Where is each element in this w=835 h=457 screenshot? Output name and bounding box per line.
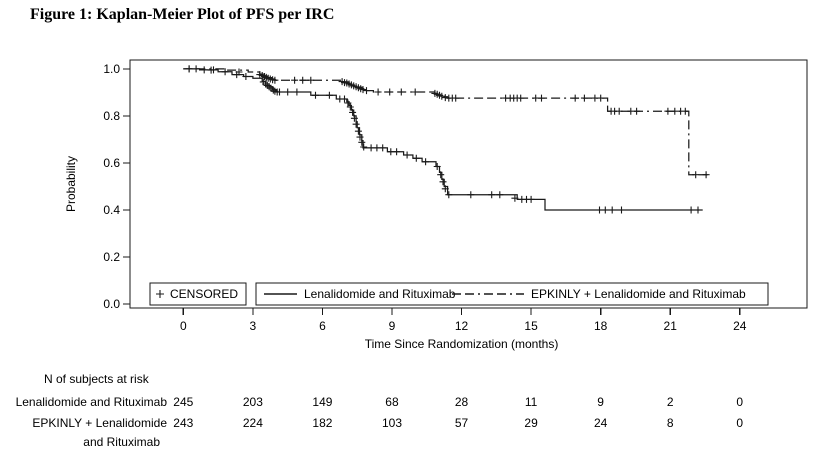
x-tick-label: 9 [389,319,396,333]
legend-series-2-label: EPKINLY + Lenalidomide and Rituximab [531,287,746,301]
risk-row-1-count: 9 [597,395,604,409]
risk-row-2-count: 103 [382,416,402,430]
y-tick-label: 0.8 [103,109,120,123]
x-tick-label: 21 [664,319,678,333]
risk-row-2-count: 224 [243,416,263,430]
x-tick-label: 6 [319,319,326,333]
x-tick-label: 0 [180,319,187,333]
y-tick-label: 1.0 [103,62,120,76]
x-tick-label: 24 [733,319,747,333]
y-tick-label: 0.2 [103,250,120,264]
risk-row-1-count: 149 [312,395,332,409]
risk-row-2-label: EPKINLY + Lenalidomide [32,416,167,430]
km-curve-epkinly-lenalidomide-and-rituximab [183,68,710,176]
y-tick-label: 0.6 [103,156,120,170]
risk-table-header: N of subjects at risk [44,372,150,386]
risk-row-1-count: 11 [525,395,538,409]
risk-row-2-count: 243 [173,416,193,430]
y-tick-label: 0.0 [103,297,120,311]
risk-row-1-count: 245 [173,395,193,409]
censor-marks-epkinly-lenalidomide-and-rituximab [185,65,710,179]
risk-row-1-count: 203 [243,395,263,409]
risk-row-2-count: 0 [736,416,743,430]
risk-row-2-count: 8 [667,416,674,430]
x-tick-label: 15 [524,319,538,333]
censor-plus-icon [156,290,164,298]
risk-row-2-count: 182 [312,416,332,430]
risk-row-1-count: 0 [736,395,743,409]
figure-title: Figure 1: Kaplan-Meier Plot of PFS per I… [30,6,335,23]
risk-row-2-label: and Rituximab [83,435,160,449]
x-tick-label: 18 [594,319,608,333]
risk-row-2-count: 29 [524,416,538,430]
censor-marks-lenalidomide-and-rituximab [185,65,702,214]
risk-row-2-count: 24 [594,416,608,430]
x-axis-title: Time Since Randomization (months) [365,337,559,351]
legend-censored-box [149,282,247,306]
risk-row-1-label: Lenalidomide and Rituximab [16,395,168,409]
risk-row-1-count: 28 [455,395,469,409]
legend-series-1-label: Lenalidomide and Rituximab [304,287,456,301]
y-tick-label: 0.4 [103,203,120,217]
risk-row-1-count: 2 [667,395,674,409]
legend-censored-label: CENSORED [170,287,238,301]
plot-frame [129,59,808,309]
y-axis-title: Probability [64,156,78,212]
risk-row-1-count: 68 [385,395,399,409]
risk-row-2-count: 57 [455,416,469,430]
x-tick-label: 3 [250,319,257,333]
x-tick-label: 12 [455,319,469,333]
